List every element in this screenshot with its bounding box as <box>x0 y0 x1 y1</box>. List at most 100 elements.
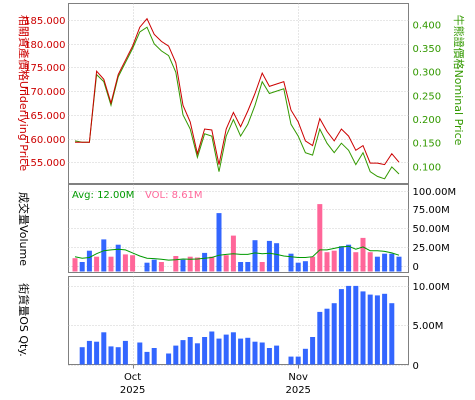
volume-bar <box>353 252 359 272</box>
price-lines <box>74 17 400 180</box>
os-bar <box>346 285 352 365</box>
os-bar <box>151 348 157 365</box>
volume-bar <box>396 256 402 272</box>
os-bar <box>245 337 251 365</box>
volume-bar <box>180 259 186 272</box>
os-bar <box>338 289 344 365</box>
tick-labels: 155.000 160.000 165.000 170.000 175.000 180.0… <box>24 16 456 396</box>
os-bar <box>266 348 272 365</box>
volume-bar <box>310 256 316 272</box>
volume-bar <box>317 204 323 272</box>
nominal-tick-label: 0.250 <box>413 91 442 102</box>
grid <box>68 3 409 366</box>
os-bar <box>382 293 388 365</box>
os-bar <box>331 303 337 365</box>
os-bar <box>310 337 316 365</box>
nominal-tick-label: 0.350 <box>413 44 442 55</box>
price-tick-label: 160.000 <box>24 135 65 146</box>
os-axis-title: 街貨量OS Qty. <box>17 283 31 357</box>
nominal-tick-label: 0.150 <box>413 139 442 150</box>
price-tick-label: 180.000 <box>24 40 65 51</box>
os-bar <box>144 351 150 365</box>
os-tick-label: 5.00M <box>413 321 444 332</box>
volume-bars <box>72 204 402 272</box>
os-bar <box>259 342 265 365</box>
price-tick-label: 165.000 <box>24 111 65 122</box>
os-bar <box>216 338 222 365</box>
volume-bar <box>374 256 380 272</box>
volume-bar <box>324 252 330 272</box>
os-bar <box>122 340 128 365</box>
os-bar <box>374 295 380 365</box>
volume-avg-legend: Avg: 12.00M <box>72 190 134 201</box>
volume-bar <box>72 258 78 272</box>
os-bar <box>252 341 258 365</box>
volume-tick-label: 100.00M <box>413 187 457 198</box>
price-tick-label: 155.000 <box>24 158 65 169</box>
volume-bar <box>173 256 179 272</box>
os-bar <box>209 331 215 365</box>
nominal-axis-title: 牛熊證價格Nominal Price <box>452 15 466 146</box>
volume-bar <box>79 262 85 272</box>
volume-bar <box>360 237 366 272</box>
volume-bar <box>331 250 337 272</box>
volume-average-line <box>74 245 400 261</box>
nominal-price-line <box>74 26 400 180</box>
os-bar <box>173 345 179 365</box>
volume-bar <box>274 243 280 272</box>
volume-bar <box>94 256 100 272</box>
price-tick-label: 185.000 <box>24 16 65 27</box>
volume-bar <box>187 256 193 272</box>
os-bar <box>360 291 366 365</box>
volume-axis-title: 成交量Volume <box>17 192 31 266</box>
os-bar <box>324 308 330 365</box>
volume-bar <box>194 257 200 272</box>
volume-bar <box>144 262 150 272</box>
volume-bar <box>216 213 222 272</box>
volume-tick-label: 50.00M <box>413 224 450 235</box>
os-bar <box>94 341 100 365</box>
volume-bar <box>367 252 373 272</box>
x-tick-month: Nov <box>288 372 308 383</box>
os-bar <box>367 294 373 365</box>
os-bar <box>79 347 85 365</box>
os-bar <box>180 340 186 365</box>
volume-bar <box>115 244 121 272</box>
volume-bar <box>288 253 294 272</box>
volume-bar <box>86 250 92 272</box>
os-bars <box>79 285 395 365</box>
os-bar <box>353 285 359 365</box>
volume-tick-label: 0 <box>413 262 419 273</box>
volume-bar <box>158 262 164 272</box>
volume-bar <box>252 240 258 272</box>
volume-bar <box>101 239 107 272</box>
price-axis-title: 相關資產價格Underlying Price <box>17 15 31 171</box>
volume-bar <box>302 261 308 272</box>
volume-bar <box>389 253 395 272</box>
os-bar <box>223 334 229 365</box>
volume-bar <box>266 240 272 272</box>
volume-bar <box>122 254 128 272</box>
nominal-tick-label: 0.400 <box>413 20 442 31</box>
volume-bar <box>151 259 157 272</box>
volume-bar <box>209 256 215 272</box>
volume-bar <box>238 262 244 272</box>
volume-bar <box>202 252 208 272</box>
volume-bar <box>295 262 301 272</box>
volume-bar <box>382 253 388 272</box>
os-bar <box>187 337 193 365</box>
os-tick-label: 10.00M <box>413 282 450 293</box>
nominal-tick-label: 0.100 <box>413 162 442 173</box>
x-tick-month: Oct <box>124 372 141 383</box>
os-bar <box>166 353 172 365</box>
os-bar <box>115 347 121 365</box>
price-tick-label: 170.000 <box>24 87 65 98</box>
volume-bar <box>130 255 136 272</box>
os-bar <box>108 346 114 365</box>
os-bar <box>288 356 294 365</box>
os-bar <box>302 348 308 365</box>
volume-bar <box>108 256 114 272</box>
os-bar <box>389 303 395 365</box>
volume-tick-label: 25.00M <box>413 243 450 254</box>
